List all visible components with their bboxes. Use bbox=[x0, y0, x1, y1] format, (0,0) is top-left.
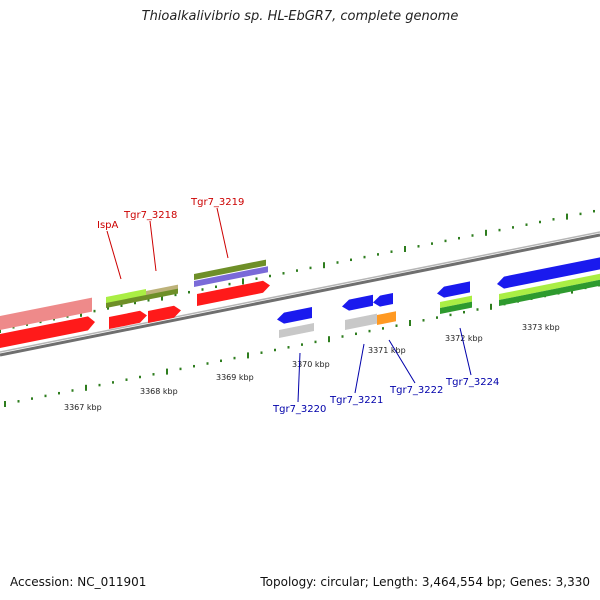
leader-line-forward bbox=[216, 207, 229, 259]
cog-bar-lime bbox=[106, 289, 146, 305]
gene-label-forward: Tgr7_3219 bbox=[190, 197, 244, 208]
cog-bar-gray-2 bbox=[345, 313, 377, 330]
gene-arrow-tgr7-3218 bbox=[148, 305, 181, 323]
leader-line-reverse bbox=[388, 339, 416, 384]
cog-bar-olive bbox=[106, 288, 178, 308]
gene-arrow-blue-right bbox=[497, 257, 600, 289]
accession-label: Accession: NC_011901 bbox=[10, 575, 147, 589]
cog-bar-lime-2 bbox=[440, 295, 472, 308]
scale-label: 3367 kbp bbox=[64, 403, 102, 412]
scale-label: 3370 kbp bbox=[292, 360, 330, 369]
gene-label-reverse: Tgr7_3222 bbox=[389, 385, 443, 396]
cog-bar-green bbox=[440, 301, 472, 314]
gene-block-pink bbox=[0, 297, 92, 331]
gene-arrow-tgr7-3219 bbox=[197, 280, 270, 306]
gene-label-forward: Tgr7_3218 bbox=[123, 210, 177, 221]
gene-label-reverse: Tgr7_3220 bbox=[272, 404, 326, 415]
cog-bar-gray bbox=[279, 323, 314, 338]
leader-line-reverse bbox=[459, 327, 472, 376]
gene-label-reverse: Tgr7_3224 bbox=[445, 377, 499, 388]
cog-bar-olive-2 bbox=[194, 259, 266, 280]
topology-label: Topology: circular; Length: 3,464,554 bp… bbox=[260, 575, 590, 589]
gene-label-reverse: Tgr7_3221 bbox=[329, 395, 383, 406]
leader-line-forward bbox=[106, 230, 122, 280]
scale-label: 3372 kbp bbox=[445, 334, 483, 343]
cog-bar-lime-3 bbox=[499, 273, 600, 300]
gene-arrow-tgr7-3221 bbox=[342, 294, 373, 311]
gene-arrow-tgr7-3224 bbox=[437, 281, 470, 298]
gene-features bbox=[0, 231, 600, 357]
gene-label-forward: IspA bbox=[97, 220, 119, 231]
backbone-line bbox=[0, 233, 600, 357]
backbone-highlight bbox=[0, 231, 600, 353]
gene-arrow-tgr7-3222 bbox=[373, 293, 393, 307]
cog-bar-orange bbox=[377, 311, 396, 325]
scale-label: 3369 kbp bbox=[216, 373, 254, 382]
leader-line-reverse bbox=[297, 352, 301, 403]
cog-bar-purple bbox=[194, 266, 268, 287]
cog-bar-green-2 bbox=[499, 279, 600, 306]
map-title: Thioalkalivibrio sp. HL-EbGR7, complete … bbox=[141, 9, 459, 24]
scale-label: 3371 kbp bbox=[368, 346, 406, 355]
leader-line-forward bbox=[149, 220, 157, 272]
gene-arrow-red bbox=[0, 316, 95, 348]
scale-label: 3368 kbp bbox=[140, 387, 178, 396]
gene-arrow-ispa bbox=[109, 310, 147, 329]
leader-line-reverse bbox=[354, 343, 365, 394]
scale-labels: 3367 kbp 3368 kbp 3369 kbp 3370 kbp 3371 kbp… bbox=[64, 323, 560, 412]
gene-arrow-tgr7-3220 bbox=[277, 307, 312, 324]
gene-labels: IspA Tgr7_3218 Tgr7_3219 Tgr7_3220Tgr7_3221… bbox=[97, 197, 499, 415]
scale-label: 3373 kbp bbox=[522, 323, 560, 332]
